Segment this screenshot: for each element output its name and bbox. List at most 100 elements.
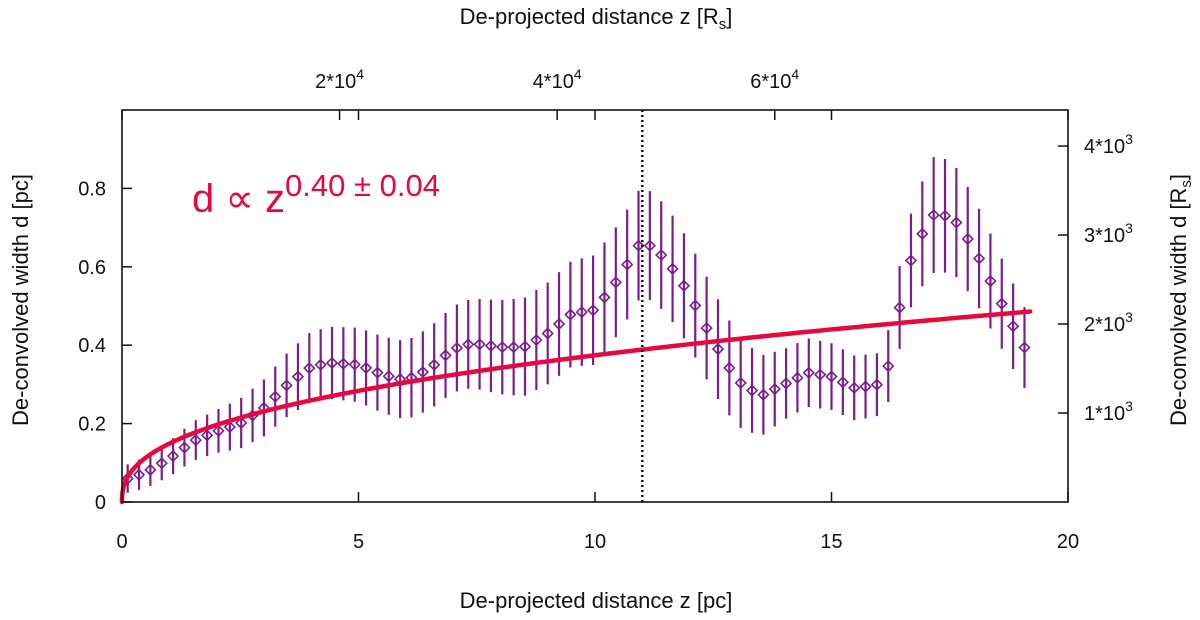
data-point [201, 429, 214, 442]
data-point [825, 370, 838, 383]
x-tick-label: 0 [116, 531, 127, 553]
data-point [303, 362, 316, 375]
data-point [189, 433, 202, 447]
data-point [950, 216, 963, 229]
data-point [280, 379, 293, 392]
data-point [859, 380, 872, 393]
data-point [791, 371, 804, 384]
data-point [882, 359, 895, 373]
data-point [621, 258, 634, 271]
data-point [768, 382, 781, 396]
y2-tick-label: 4*103 [1084, 131, 1133, 158]
data-point [337, 357, 350, 370]
y-tick-label: 0.8 [78, 178, 106, 200]
data-point [904, 254, 918, 267]
data-point [552, 317, 566, 331]
data-point [235, 416, 248, 430]
data-point [348, 358, 361, 371]
data-point [212, 424, 225, 437]
data-point [325, 356, 339, 370]
y2-tick-label: 2*103 [1084, 309, 1133, 336]
data-point [155, 457, 168, 470]
data-point [371, 366, 384, 379]
data-point [814, 368, 827, 381]
y2-axis-title: De-convolved width d [Rs] [1166, 174, 1195, 426]
y2-tick-label: 1*103 [1084, 398, 1133, 425]
data-point [961, 232, 974, 246]
data-point [132, 468, 146, 481]
data-point [382, 370, 395, 383]
data-point [223, 420, 236, 434]
data-point [723, 361, 736, 375]
data-point [779, 377, 793, 390]
data-point [1007, 320, 1020, 333]
data-point [870, 378, 884, 391]
data-point [972, 252, 986, 265]
data-point [473, 338, 486, 351]
data-point [314, 358, 327, 371]
data-point [518, 340, 532, 353]
data-point [586, 304, 600, 317]
data-point [496, 341, 509, 354]
data-point [1018, 341, 1031, 354]
data-point [439, 349, 452, 362]
data-point [745, 384, 759, 397]
data-point [711, 342, 725, 356]
x2-tick-label: 6*104 [750, 66, 799, 93]
plot-frame [121, 109, 1069, 503]
data-point [291, 370, 305, 383]
data-point [121, 472, 134, 485]
y-tick-label: 0.4 [78, 335, 106, 357]
x-axis-title: De-projected distance z [pc] [460, 588, 733, 613]
data-point [677, 279, 691, 292]
data-point [178, 441, 191, 454]
data-point [893, 301, 906, 314]
x2-axis-title: De-projected distance z [Rs] [460, 4, 733, 33]
data-point [643, 239, 656, 252]
data-point [269, 390, 282, 403]
data-point [995, 297, 1008, 310]
data-point [541, 327, 554, 340]
data-point [938, 209, 952, 222]
data-point [609, 276, 622, 289]
data-point [359, 361, 373, 375]
data-point [802, 366, 815, 379]
data-point [632, 239, 645, 252]
data-point [564, 308, 577, 321]
data-point [916, 227, 929, 241]
y-axis-title: De-convolved width d [pc] [8, 174, 33, 426]
x2-tick-label: 4*104 [533, 66, 582, 93]
x-tick-label: 15 [820, 531, 842, 553]
power-law-annotation: d ∝ z0.40 ± 0.04 [192, 168, 440, 221]
data-point [757, 388, 770, 401]
data-point [927, 208, 940, 222]
y-tick-label: 0 [95, 492, 106, 514]
data-point [507, 341, 520, 354]
data-point [484, 339, 498, 352]
y-tick-label: 0.2 [78, 414, 106, 436]
x2-tick-label: 2*104 [315, 66, 364, 93]
fit-curve [119, 309, 1033, 505]
data-point [689, 299, 702, 312]
data-point [598, 291, 611, 304]
data-point [655, 248, 668, 262]
data-point [700, 321, 713, 335]
x-tick-label: 20 [1057, 531, 1079, 553]
x-tick-label: 5 [353, 531, 364, 553]
data-point [848, 381, 861, 394]
data-point [450, 341, 464, 355]
data-point [428, 358, 441, 371]
data-point [144, 463, 157, 476]
data-point [462, 338, 475, 351]
data-point [666, 262, 679, 275]
data-point [984, 274, 997, 288]
data-point [836, 376, 849, 389]
data-point [166, 449, 180, 463]
y2-tick-label: 3*103 [1084, 220, 1133, 247]
data-point [575, 305, 588, 319]
data-point [416, 365, 429, 379]
x-tick-label: 10 [584, 531, 606, 553]
y-tick-label: 0.6 [78, 257, 106, 279]
data-point [734, 376, 747, 390]
